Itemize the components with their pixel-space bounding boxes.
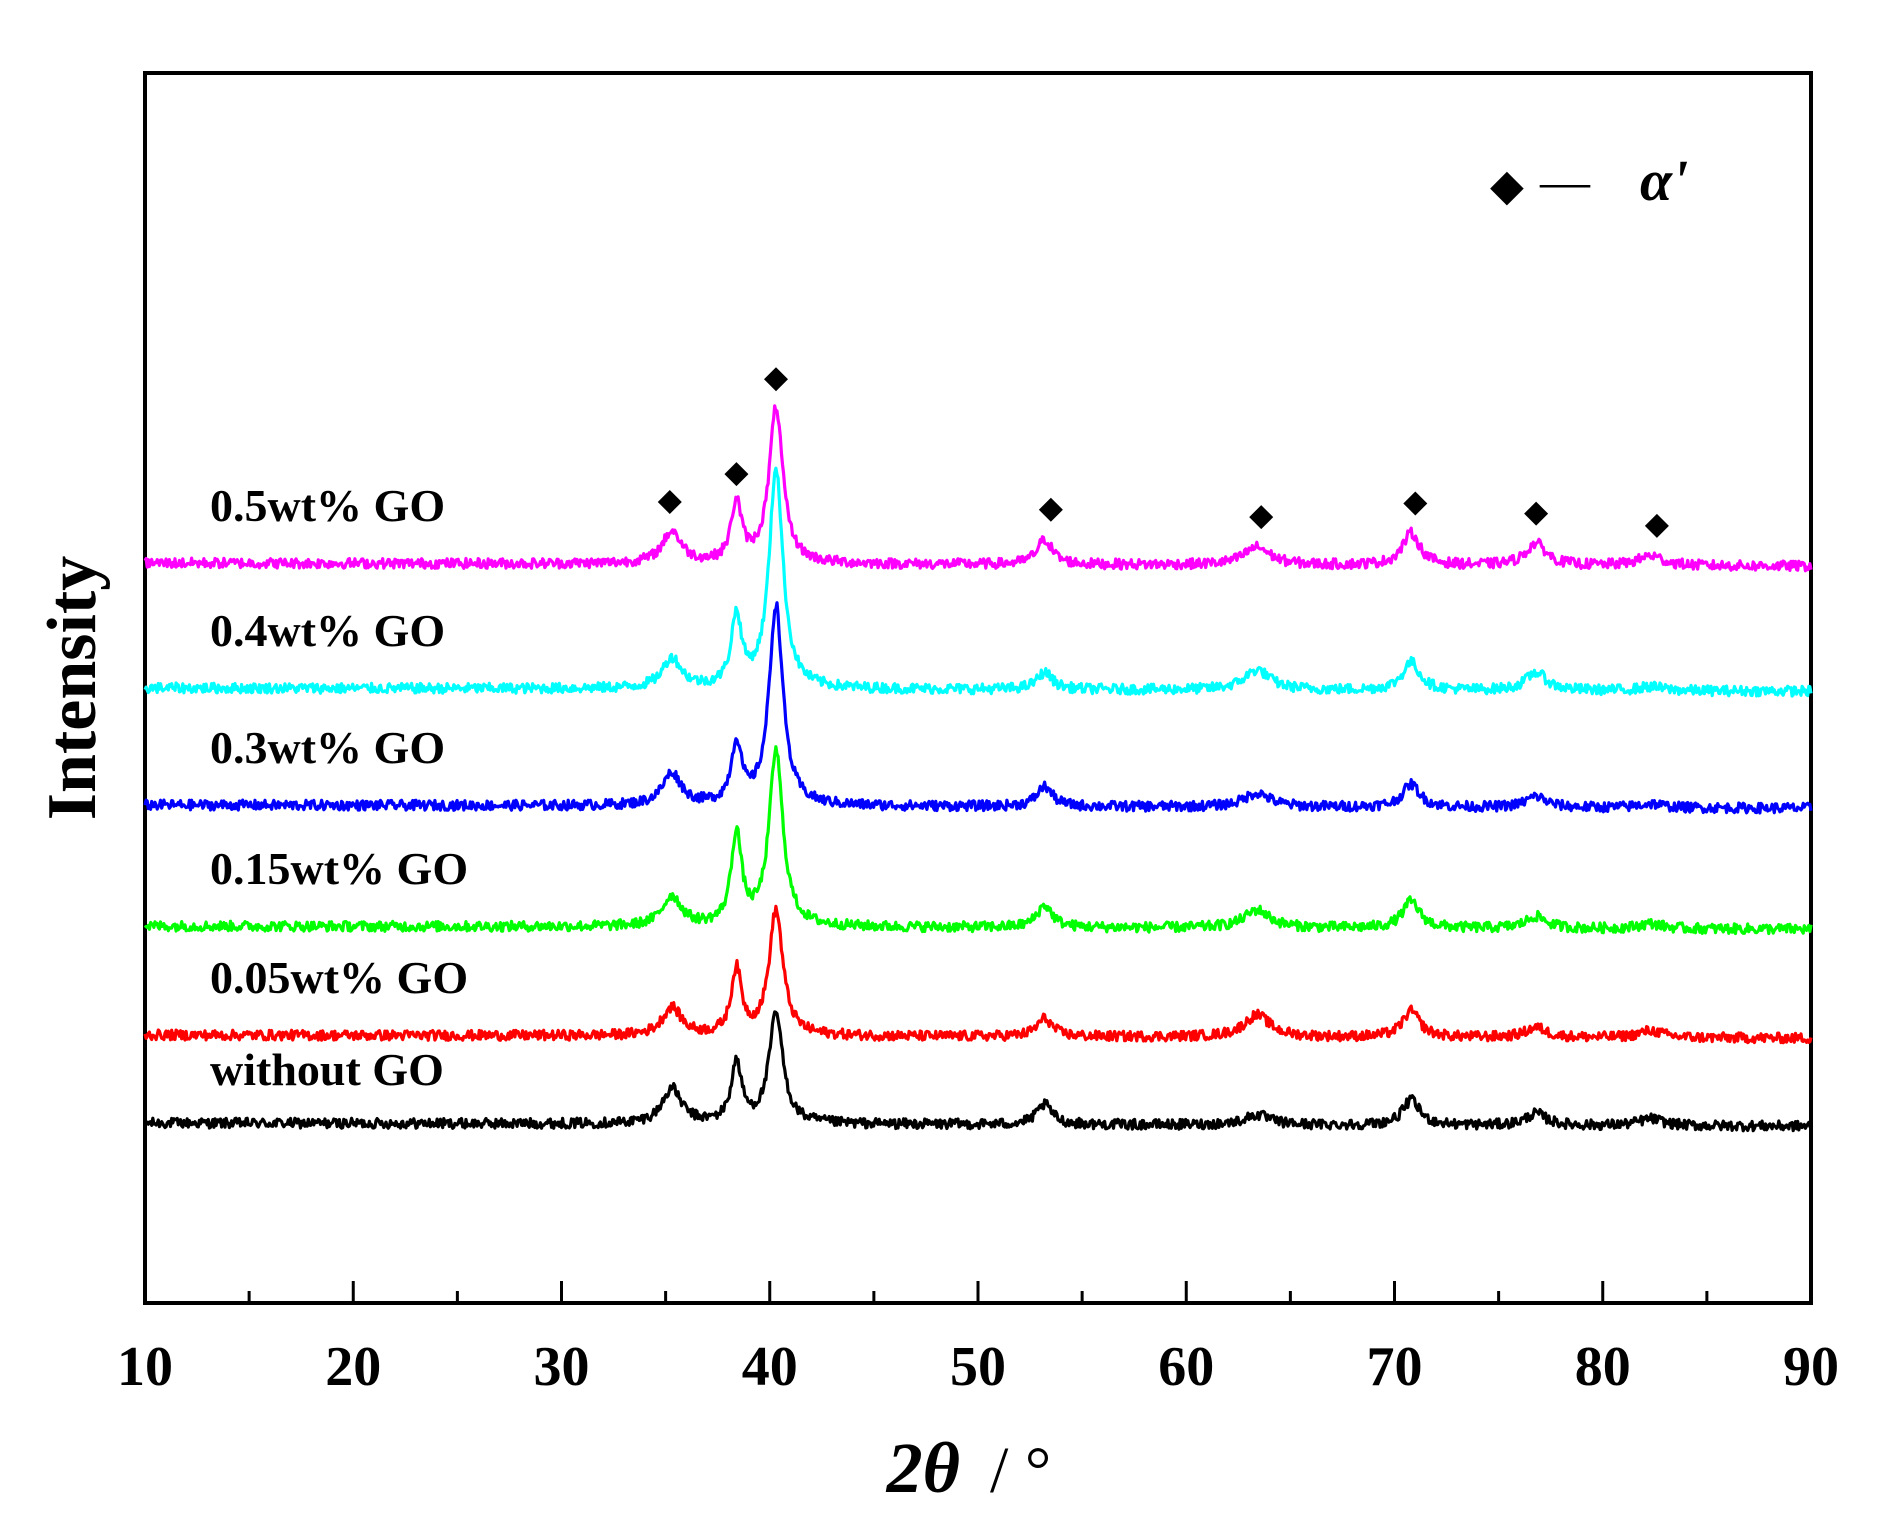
phase-marker-diamond [724, 462, 749, 487]
series-label-2: 0.15wt% GO [210, 843, 468, 894]
phase-marker-diamond [1038, 497, 1063, 522]
x-tick-label-20: 20 [325, 1336, 381, 1398]
x-axis-title: 2θ / ° [886, 1428, 1052, 1508]
phase-marker-diamond [657, 490, 682, 515]
series-label-5: 0.5wt% GO [210, 480, 445, 531]
series-line-3 [143, 601, 1813, 815]
series-label-0: without GO [210, 1044, 444, 1095]
phase-marker-diamond [1249, 505, 1274, 530]
x-tick-label-80: 80 [1575, 1336, 1631, 1398]
x-tick-label-40: 40 [742, 1336, 798, 1398]
x-axis-ticks: 10 20 30 40 50 60 70 80 90 [117, 1281, 1839, 1398]
y-axis-title: Intensity [34, 556, 111, 820]
phase-marker-diamond [763, 367, 788, 392]
series-line-2 [143, 745, 1813, 936]
series-line-1 [143, 904, 1813, 1045]
legend-dash: — [1539, 153, 1591, 209]
series-labels: without GO 0.05wt% GO 0.15wt% GO 0.3wt% GO 0… [210, 480, 468, 1095]
x-axis-title-main: 2θ [886, 1428, 960, 1508]
phase-marker-diamond [1524, 501, 1549, 526]
series-label-3: 0.3wt% GO [210, 722, 445, 773]
phase-marker-diamond [1644, 513, 1669, 538]
series-line-5 [143, 404, 1813, 573]
legend: ◆ — α' [1490, 148, 1688, 213]
x-tick-label-60: 60 [1158, 1336, 1214, 1398]
series-label-1: 0.05wt% GO [210, 952, 468, 1003]
x-tick-label-10: 10 [117, 1336, 173, 1398]
series-lines [143, 404, 1813, 1133]
series-label-4: 0.4wt% GO [210, 605, 445, 656]
legend-diamond-icon: ◆ [1490, 161, 1524, 210]
series-line-0 [143, 1010, 1813, 1133]
legend-label: α' [1640, 148, 1688, 213]
phase-markers [657, 367, 1669, 538]
x-tick-label-90: 90 [1783, 1336, 1839, 1398]
series-line-4 [143, 466, 1813, 698]
x-tick-label-50: 50 [950, 1336, 1006, 1398]
phase-marker-diamond [1403, 491, 1428, 516]
x-axis-title-unit: / ° [990, 1434, 1051, 1507]
x-tick-label-70: 70 [1367, 1336, 1423, 1398]
x-tick-label-30: 30 [534, 1336, 590, 1398]
